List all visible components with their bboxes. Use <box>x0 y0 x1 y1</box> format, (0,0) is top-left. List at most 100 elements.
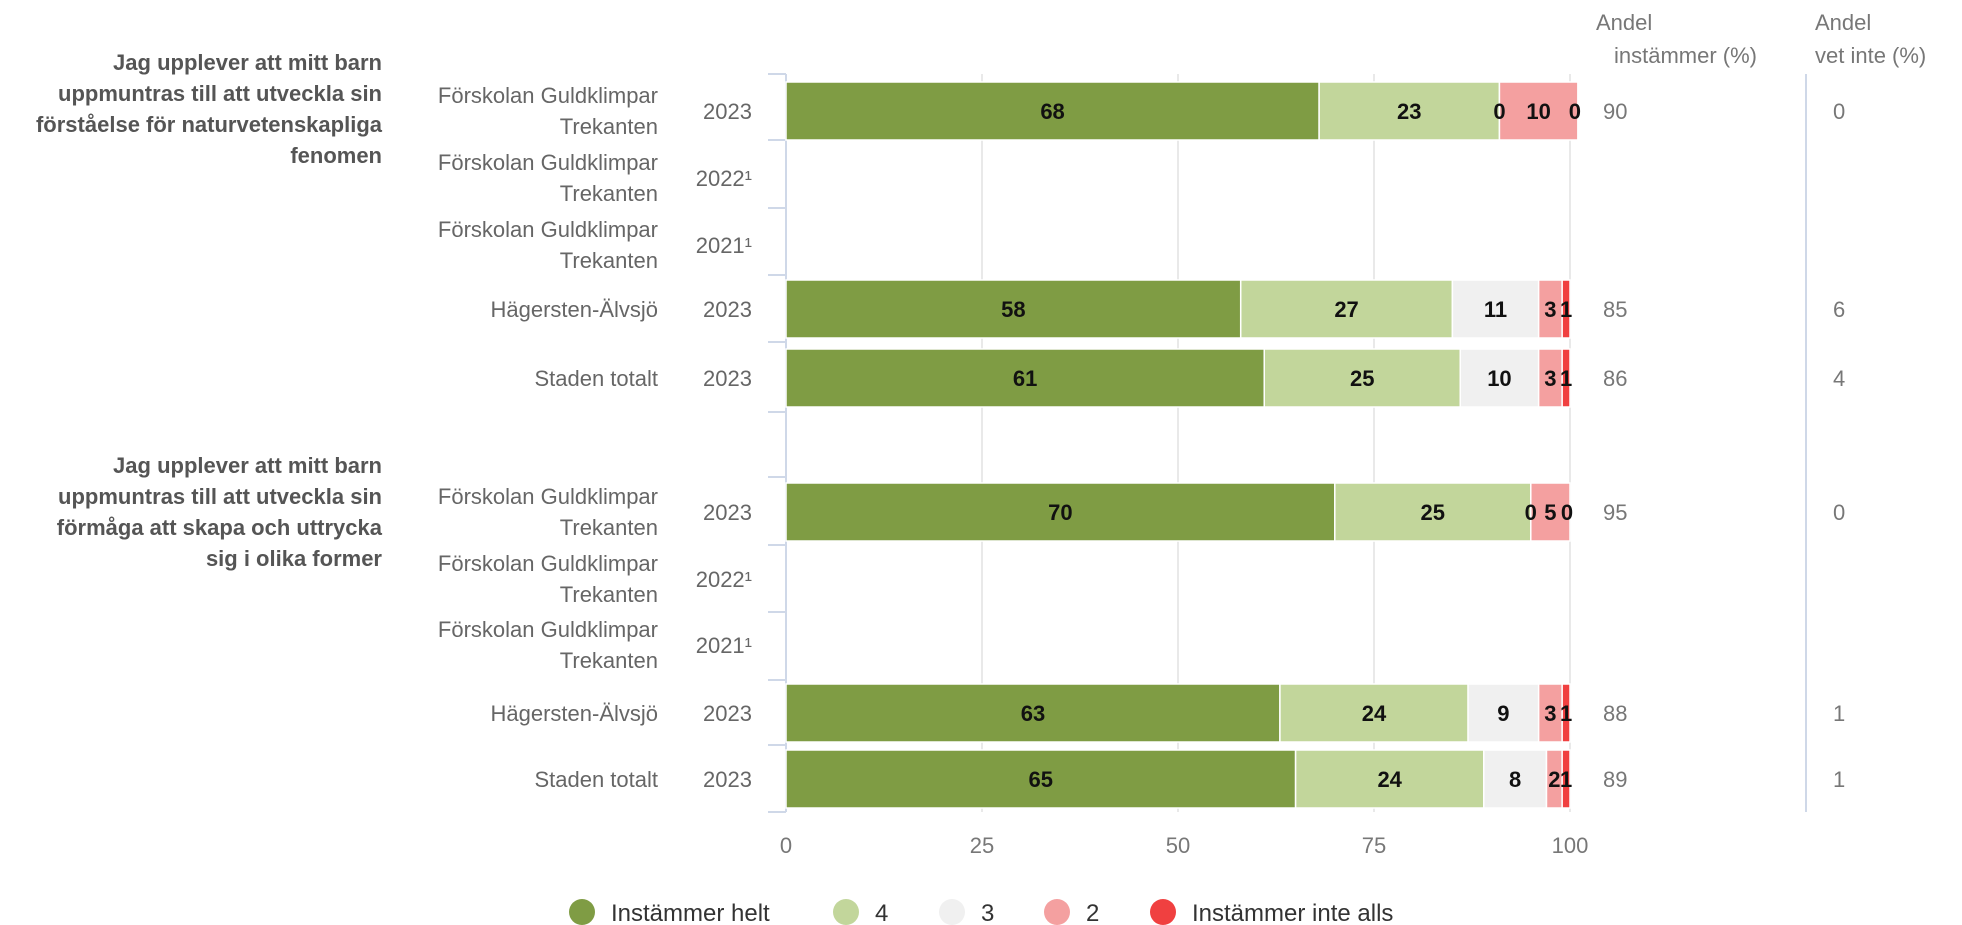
x-tick-label: 0 <box>780 833 792 858</box>
row-unit-label: Förskolan Guldklimpar <box>438 551 658 576</box>
bar-segment <box>785 348 1265 408</box>
bar-value-label: 3 <box>1544 366 1556 391</box>
row-unit-label: Trekanten <box>560 582 658 607</box>
row-year-label: 2022¹ <box>696 567 752 592</box>
bar-segment <box>785 279 1242 339</box>
row-unit-label: Hägersten-Älvsjö <box>490 701 658 726</box>
column-header-andel-vet-inte: vet inte (%) <box>1815 43 1926 68</box>
legend: Instämmer helt 4 3 2 Instämmer inte alls <box>569 899 1393 925</box>
row-year-label: 2023 <box>703 366 752 391</box>
bar-segment <box>1451 279 1540 339</box>
bar-segment <box>1279 683 1469 743</box>
x-tick-label: 25 <box>970 833 994 858</box>
bar-segment <box>1561 348 1571 408</box>
bar-segment <box>1498 81 1579 141</box>
bar-value-label: 2 <box>1548 767 1560 792</box>
bar-segment <box>1318 81 1501 141</box>
andel-instammer-value: 86 <box>1603 366 1627 391</box>
question-title: Jag upplever att mitt barn <box>113 50 382 75</box>
bar-value-label: 0 <box>1493 99 1505 124</box>
bar-segment <box>1294 749 1485 809</box>
bar-segment <box>785 482 1336 542</box>
bar-segment <box>785 683 1281 743</box>
bar-value-label: 63 <box>1021 701 1045 726</box>
question-title: förmåga att skapa och uttrycka <box>57 515 383 540</box>
row-year-label: 2023 <box>703 99 752 124</box>
bar-value-label: 58 <box>1001 297 1025 322</box>
row-unit-label: Förskolan Guldklimpar <box>438 484 658 509</box>
row-unit-label: Trekanten <box>560 515 658 540</box>
legend-label: 3 <box>981 900 994 925</box>
row-unit-label: Trekanten <box>560 648 658 673</box>
bar-value-label: 0 <box>1525 500 1537 525</box>
bar-value-label: 0 <box>1561 500 1573 525</box>
legend-label: Instämmer inte alls <box>1192 900 1393 925</box>
bar-value-label: 3 <box>1544 297 1556 322</box>
bar-value-label: 5 <box>1544 500 1556 525</box>
andel-vet-inte-value: 6 <box>1833 297 1845 322</box>
andel-vet-inte-value: 0 <box>1833 99 1845 124</box>
bar-value-label: 27 <box>1334 297 1358 322</box>
bar-segment <box>1467 683 1540 743</box>
bar-value-label: 1 <box>1560 701 1572 726</box>
bar-value-label: 68 <box>1040 99 1064 124</box>
legend-label: 4 <box>875 900 888 925</box>
question-title: förståelse för naturvetenskapliga <box>36 112 383 137</box>
row-unit-label: Trekanten <box>560 248 658 273</box>
legend-label: 2 <box>1086 900 1099 925</box>
bars <box>785 81 1579 809</box>
andel-vet-inte-value: 0 <box>1833 500 1845 525</box>
bar-value-label: 8 <box>1509 767 1521 792</box>
column-header-andel-instammer: Andel <box>1596 10 1652 35</box>
question-title: fenomen <box>290 143 382 168</box>
x-tick-label: 100 <box>1552 833 1589 858</box>
legend-swatch <box>833 899 859 925</box>
andel-instammer-value: 95 <box>1603 500 1627 525</box>
andel-instammer-value: 85 <box>1603 297 1627 322</box>
legend-swatch <box>1150 899 1176 925</box>
bar-value-label: 3 <box>1544 701 1556 726</box>
bar-value-label: 10 <box>1526 99 1550 124</box>
bar-segment <box>1334 482 1532 542</box>
andel-vet-inte-value: 1 <box>1833 767 1845 792</box>
andel-vet-inte-value: 4 <box>1833 366 1845 391</box>
bar-segment <box>1263 348 1461 408</box>
bar-segment <box>1561 279 1571 339</box>
row-year-label: 2021¹ <box>696 233 752 258</box>
row-year-label: 2022¹ <box>696 166 752 191</box>
row-unit-label: Förskolan Guldklimpar <box>438 217 658 242</box>
row-unit-label: Förskolan Guldklimpar <box>438 83 658 108</box>
bar-value-label: 10 <box>1487 366 1511 391</box>
bar-value-label: 9 <box>1497 701 1509 726</box>
bar-value-label: 61 <box>1013 366 1037 391</box>
bar-value-label: 23 <box>1397 99 1421 124</box>
row-unit-label: Trekanten <box>560 114 658 139</box>
row-unit-label: Förskolan Guldklimpar <box>438 150 658 175</box>
row-year-label: 2023 <box>703 701 752 726</box>
legend-swatch <box>569 899 595 925</box>
bar-segment <box>1459 348 1540 408</box>
bar-value-label: 1 <box>1560 297 1572 322</box>
row-unit-label: Trekanten <box>560 181 658 206</box>
andel-instammer-value: 89 <box>1603 767 1627 792</box>
bar-value-label: 25 <box>1421 500 1445 525</box>
andel-vet-inte-value: 1 <box>1833 701 1845 726</box>
question-title: uppmuntras till att utveckla sin <box>58 81 382 106</box>
legend-label: Instämmer helt <box>611 900 770 925</box>
bar-value-label: 70 <box>1048 500 1072 525</box>
bar-value-label: 25 <box>1350 366 1374 391</box>
bar-value-label: 24 <box>1377 767 1402 792</box>
bar-segment <box>1530 482 1571 542</box>
question-title: sig i olika former <box>206 546 382 571</box>
row-year-label: 2021¹ <box>696 633 752 658</box>
row-year-label: 2023 <box>703 767 752 792</box>
bar-value-label: 1 <box>1560 366 1572 391</box>
row-unit-label: Staden totalt <box>534 366 658 391</box>
bar-segment <box>1483 749 1548 809</box>
bar-segment <box>1561 683 1571 743</box>
bar-segment <box>1561 749 1571 809</box>
x-tick-label: 75 <box>1362 833 1386 858</box>
bar-value-label: 11 <box>1484 297 1507 322</box>
legend-swatch <box>1044 899 1070 925</box>
question-title: uppmuntras till att utveckla sin <box>58 484 382 509</box>
